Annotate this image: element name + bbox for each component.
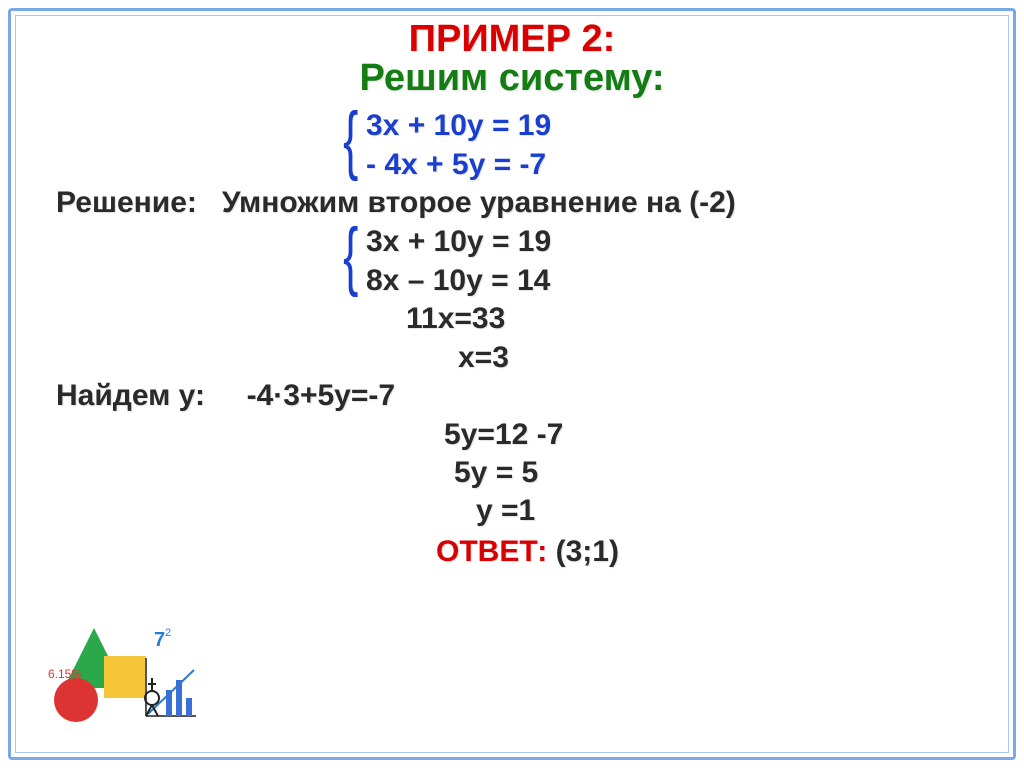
system2-eq2: 8х – 10у = 14 bbox=[366, 261, 968, 300]
y-step-1: 5у=12 -7 bbox=[444, 416, 968, 454]
system-1: { 3х + 10у = 19 - 4х + 5у = -7 bbox=[366, 106, 968, 184]
svg-text:2: 2 bbox=[165, 627, 171, 639]
system2-eq1: 3х + 10у = 19 bbox=[366, 222, 968, 261]
step-x-value: х=3 bbox=[458, 339, 968, 377]
answer-value: (3;1) bbox=[556, 535, 619, 568]
solution-label: Решение: bbox=[56, 184, 222, 222]
solution-line: Решение: Умножим второе уравнение на (-2… bbox=[56, 184, 968, 222]
svg-text:7: 7 bbox=[154, 629, 165, 651]
y-step-3: у =1 bbox=[476, 492, 968, 530]
slide-outer-frame: ПРИМЕР 2: Решим систему: { 3х + 10у = 19… bbox=[8, 8, 1016, 760]
example-subtitle: Решим систему: bbox=[56, 57, 968, 100]
math-clipart-icon: 7 2 6.15% bbox=[46, 618, 196, 728]
find-y-eq: -4·3+5у=-7 bbox=[247, 377, 395, 415]
answer-line: ОТВЕТ: (3;1) bbox=[436, 533, 968, 571]
y-step-2: 5у = 5 bbox=[454, 454, 968, 492]
brace-icon: { bbox=[343, 218, 358, 294]
system1-eq2: - 4х + 5у = -7 bbox=[366, 145, 968, 184]
solution-text: Умножим второе уравнение на (-2) bbox=[222, 184, 736, 222]
find-y-label: Найдем у: bbox=[56, 377, 247, 415]
slide-inner-frame: ПРИМЕР 2: Решим систему: { 3х + 10у = 19… bbox=[15, 15, 1009, 753]
system1-eq1: 3х + 10у = 19 bbox=[366, 106, 968, 145]
system-2: { 3х + 10у = 19 8х – 10у = 14 bbox=[366, 222, 968, 300]
svg-text:6.15%: 6.15% bbox=[48, 667, 82, 681]
brace-icon: { bbox=[343, 102, 358, 178]
answer-label: ОТВЕТ: bbox=[436, 535, 556, 568]
example-number-title: ПРИМЕР 2: bbox=[56, 18, 968, 61]
step-sum-x: 11х=33 bbox=[406, 300, 968, 338]
find-y-line: Найдем у: -4·3+5у=-7 bbox=[56, 377, 968, 415]
